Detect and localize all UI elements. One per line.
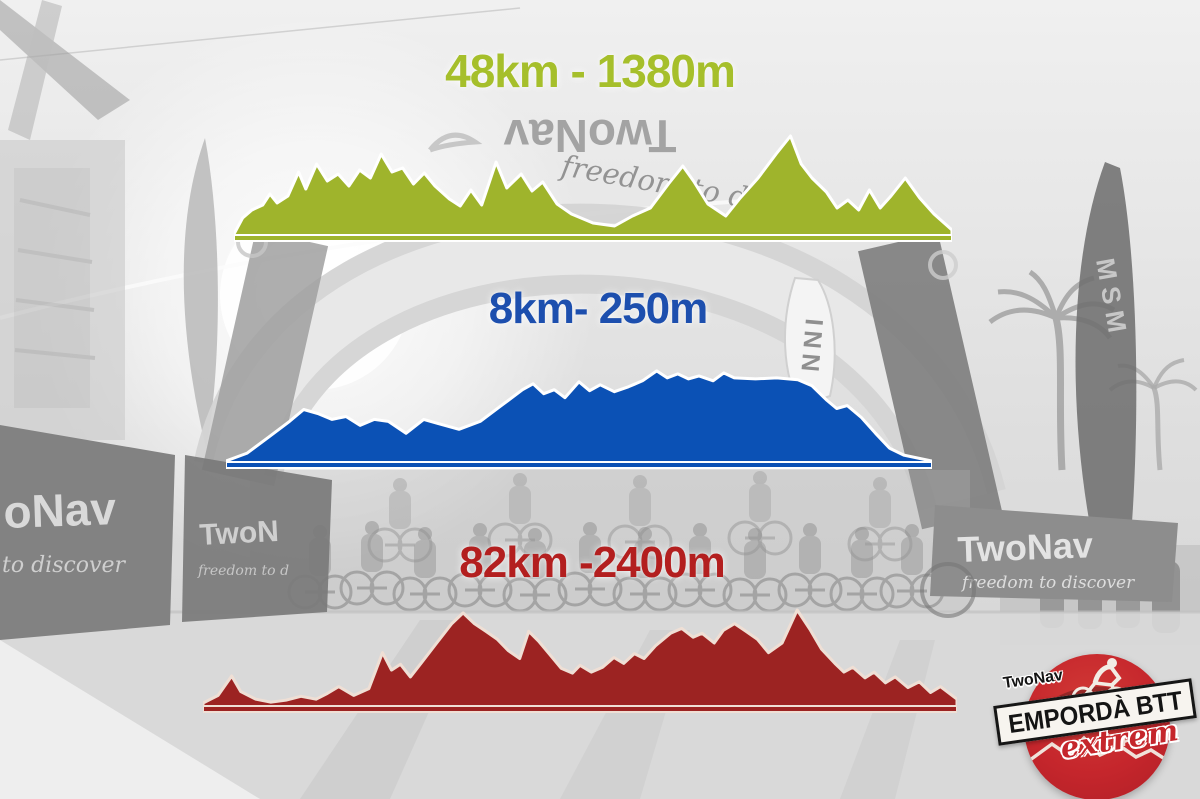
route-8km-profile	[226, 369, 932, 469]
route-8km-area	[226, 369, 932, 465]
logo-mountain-ridge	[1028, 735, 1166, 762]
logo-summit-flag	[1122, 732, 1140, 746]
event-logo: TwoNav EMPORDÀ BTT extrem	[993, 638, 1197, 799]
banner-right-tagline: freedom to discover	[960, 573, 1135, 593]
banner-left-far: oNav to discover	[0, 425, 175, 640]
banner-left-far-brand: oNav	[3, 482, 118, 538]
route-48km-label: 48km - 1380m	[445, 45, 736, 97]
banner-left-near: TwoN freedom to d	[182, 455, 332, 622]
banner-right-brand: TwoNav	[957, 524, 1094, 570]
route-8km-baseline	[226, 461, 932, 469]
route-48km-profile	[234, 134, 952, 242]
route-82km-profile	[203, 608, 957, 713]
route-82km-area	[203, 608, 957, 709]
feather-flag-right: MSM	[1075, 162, 1137, 566]
arch-brand-text: TwoNav	[503, 110, 676, 162]
route-48km-baseline	[234, 234, 952, 242]
buildings-left	[0, 0, 130, 440]
feather-flag-left	[183, 138, 218, 448]
route-8km-label: 8km- 250m	[488, 284, 708, 333]
banner-left-near-tagline: freedom to d	[197, 563, 289, 579]
banner-right: TwoNav freedom to discover	[920, 505, 1178, 618]
feather-flag-center: INN	[784, 276, 836, 409]
route-82km-baseline	[203, 705, 957, 713]
route-82km-label: 82km -2400m	[459, 538, 725, 587]
flag-center-text: INN	[795, 317, 828, 377]
banner-left-near-brand: TwoN	[199, 515, 280, 552]
arch-left-leg	[201, 229, 329, 487]
route-48km-area	[234, 134, 952, 238]
banner-left-far-tagline: to discover	[2, 553, 127, 578]
arch-right-leg	[858, 232, 1002, 530]
